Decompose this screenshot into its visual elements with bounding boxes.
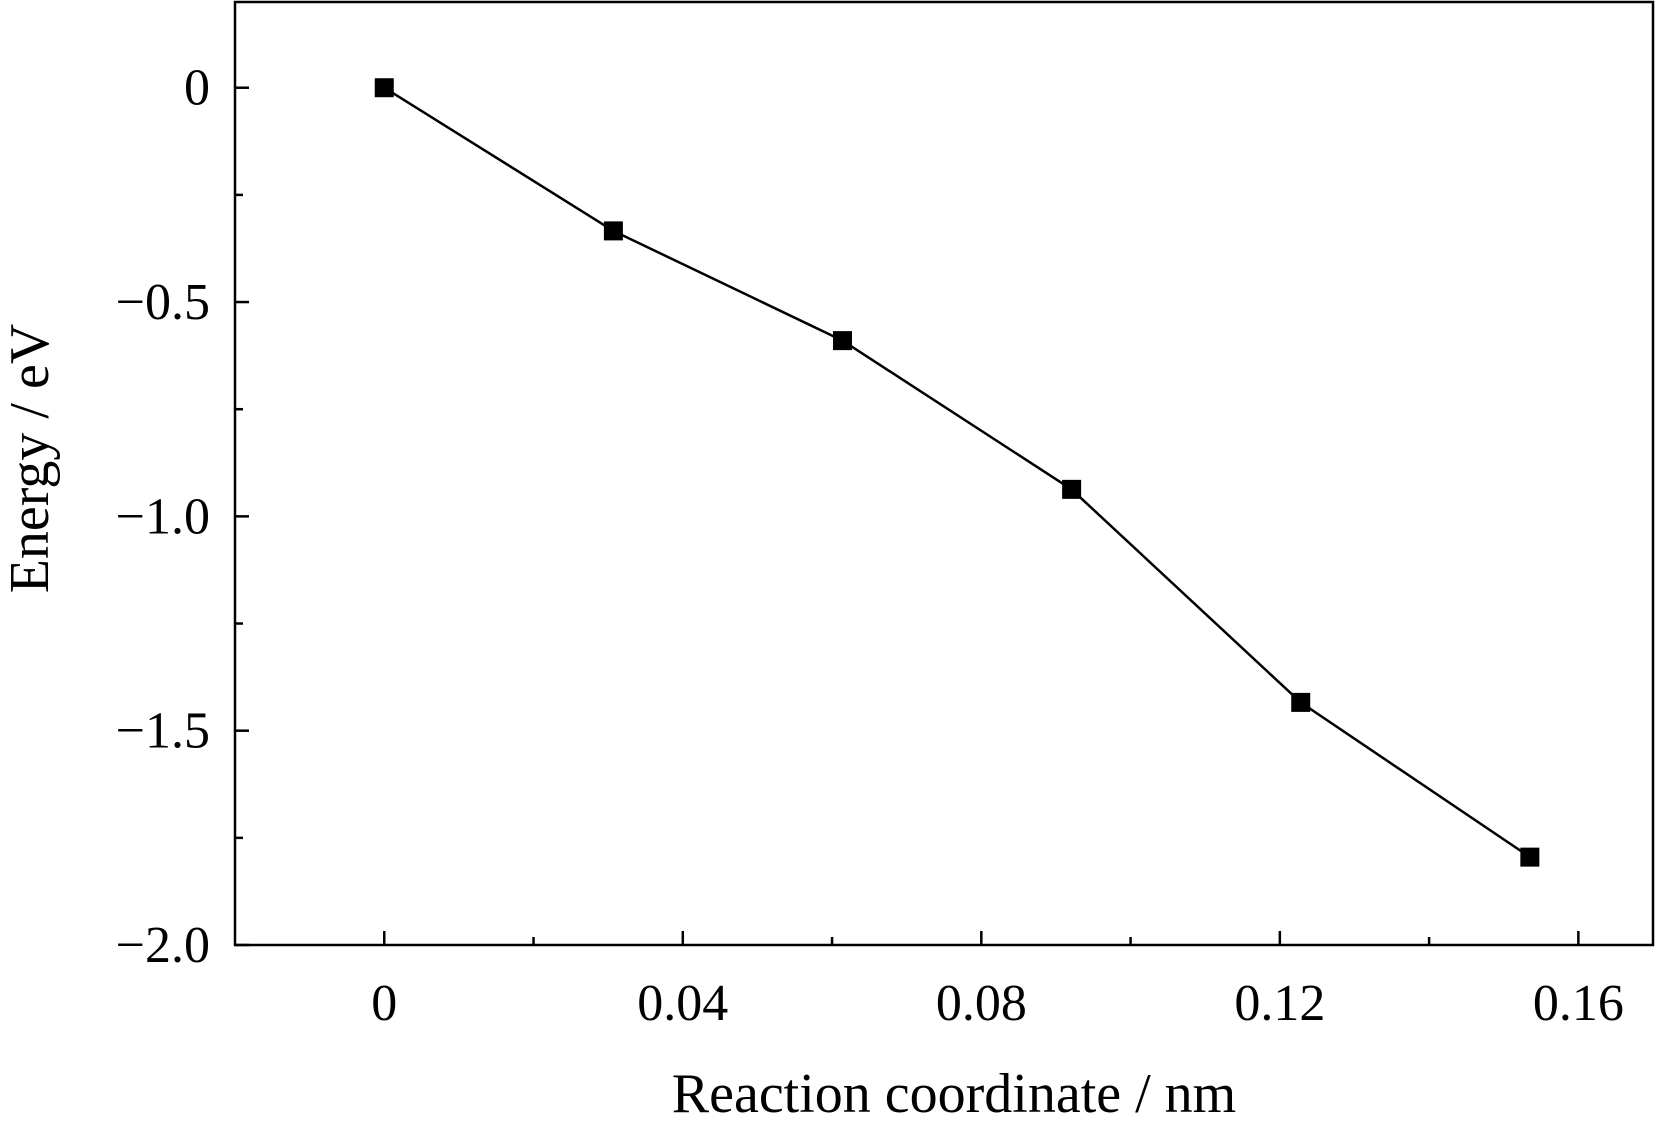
y-tick-label: −0.5: [116, 274, 210, 331]
y-tick-label: 0: [184, 60, 210, 117]
data-point: [1291, 692, 1311, 712]
ticks: 0 0.04 0.08 0.12 0.16 0 −0.5 −1.0 −1.5 −2.0: [116, 60, 1624, 1032]
y-tick-label: −1.0: [116, 488, 210, 545]
x-tick-label: 0.04: [637, 975, 728, 1032]
data-point: [1520, 847, 1540, 867]
y-tick-label: −1.5: [116, 703, 210, 760]
y-tick-label: −2.0: [116, 917, 210, 974]
data-point: [833, 331, 853, 351]
data-point: [374, 78, 394, 98]
axes: [233, 0, 1655, 947]
data-series: [374, 78, 1540, 867]
y-axis-title: Energy / eV: [0, 324, 61, 594]
data-point: [1062, 479, 1082, 499]
x-tick-label: 0.08: [936, 975, 1027, 1032]
x-tick-label: 0.12: [1234, 975, 1325, 1032]
data-point: [603, 221, 623, 241]
x-tick-label: 0: [371, 975, 397, 1032]
x-axis-title: Reaction coordinate / nm: [672, 1063, 1236, 1121]
x-tick-label: 0.16: [1533, 975, 1624, 1032]
series-line: [383, 86, 1531, 859]
plot-frame: [233, 0, 1655, 947]
